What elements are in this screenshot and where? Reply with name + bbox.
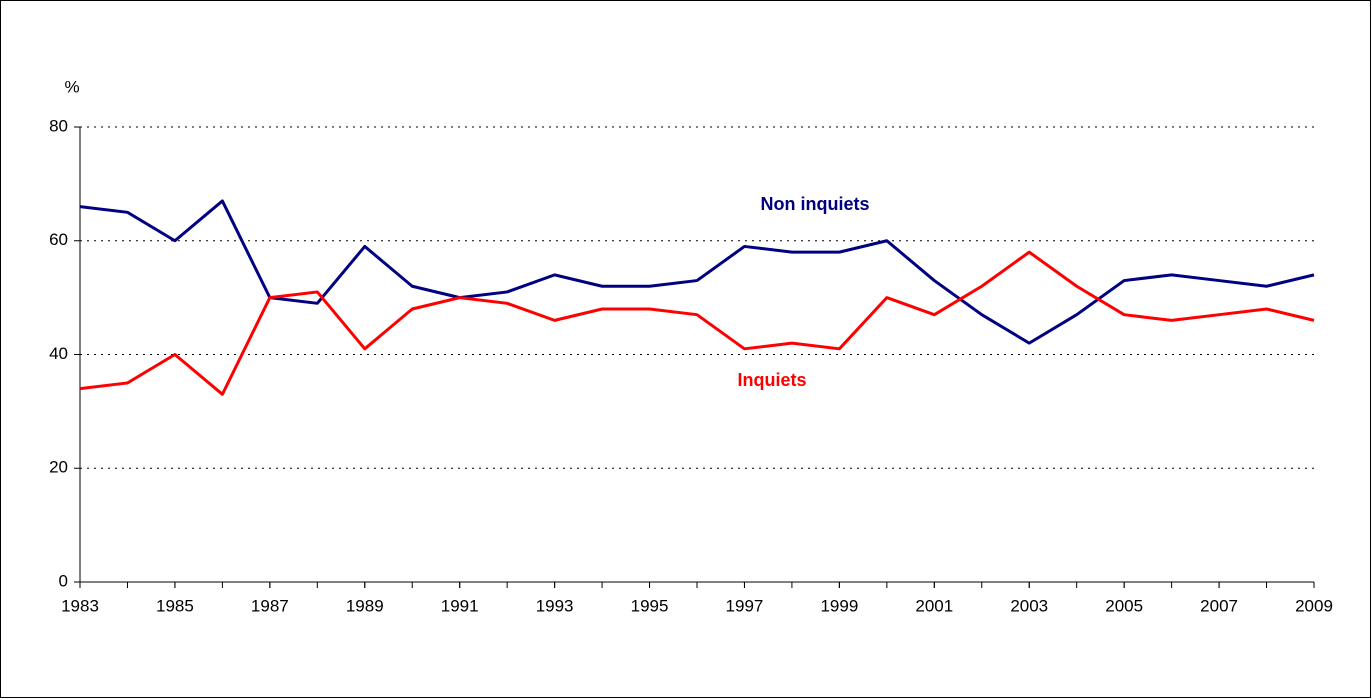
- y-tick-label: 60: [49, 230, 68, 249]
- y-axis-label: %: [64, 77, 79, 96]
- x-tick-label: 1983: [61, 596, 99, 615]
- x-tick-label: 2007: [1200, 596, 1238, 615]
- x-tick-label: 1987: [251, 596, 289, 615]
- x-tick-label: 2009: [1295, 596, 1333, 615]
- x-tick-label: 1991: [441, 596, 479, 615]
- x-tick-label: 2005: [1105, 596, 1143, 615]
- y-tick-label: 40: [49, 344, 68, 363]
- y-tick-label: 20: [49, 458, 68, 477]
- x-tick-label: 1997: [726, 596, 764, 615]
- series-label: Inquiets: [737, 370, 806, 390]
- x-tick-label: 1995: [631, 596, 669, 615]
- series-label: Non inquiets: [761, 194, 870, 214]
- x-tick-label: 1985: [156, 596, 194, 615]
- y-tick-label: 80: [49, 116, 68, 135]
- x-tick-label: 1999: [820, 596, 858, 615]
- x-tick-label: 2001: [915, 596, 953, 615]
- x-tick-label: 2003: [1010, 596, 1048, 615]
- series-line: [79, 199, 1315, 345]
- x-tick-label: 1989: [346, 596, 384, 615]
- series-line: [79, 250, 1315, 396]
- x-tick-label: 1993: [536, 596, 574, 615]
- y-tick-label: 0: [59, 571, 68, 590]
